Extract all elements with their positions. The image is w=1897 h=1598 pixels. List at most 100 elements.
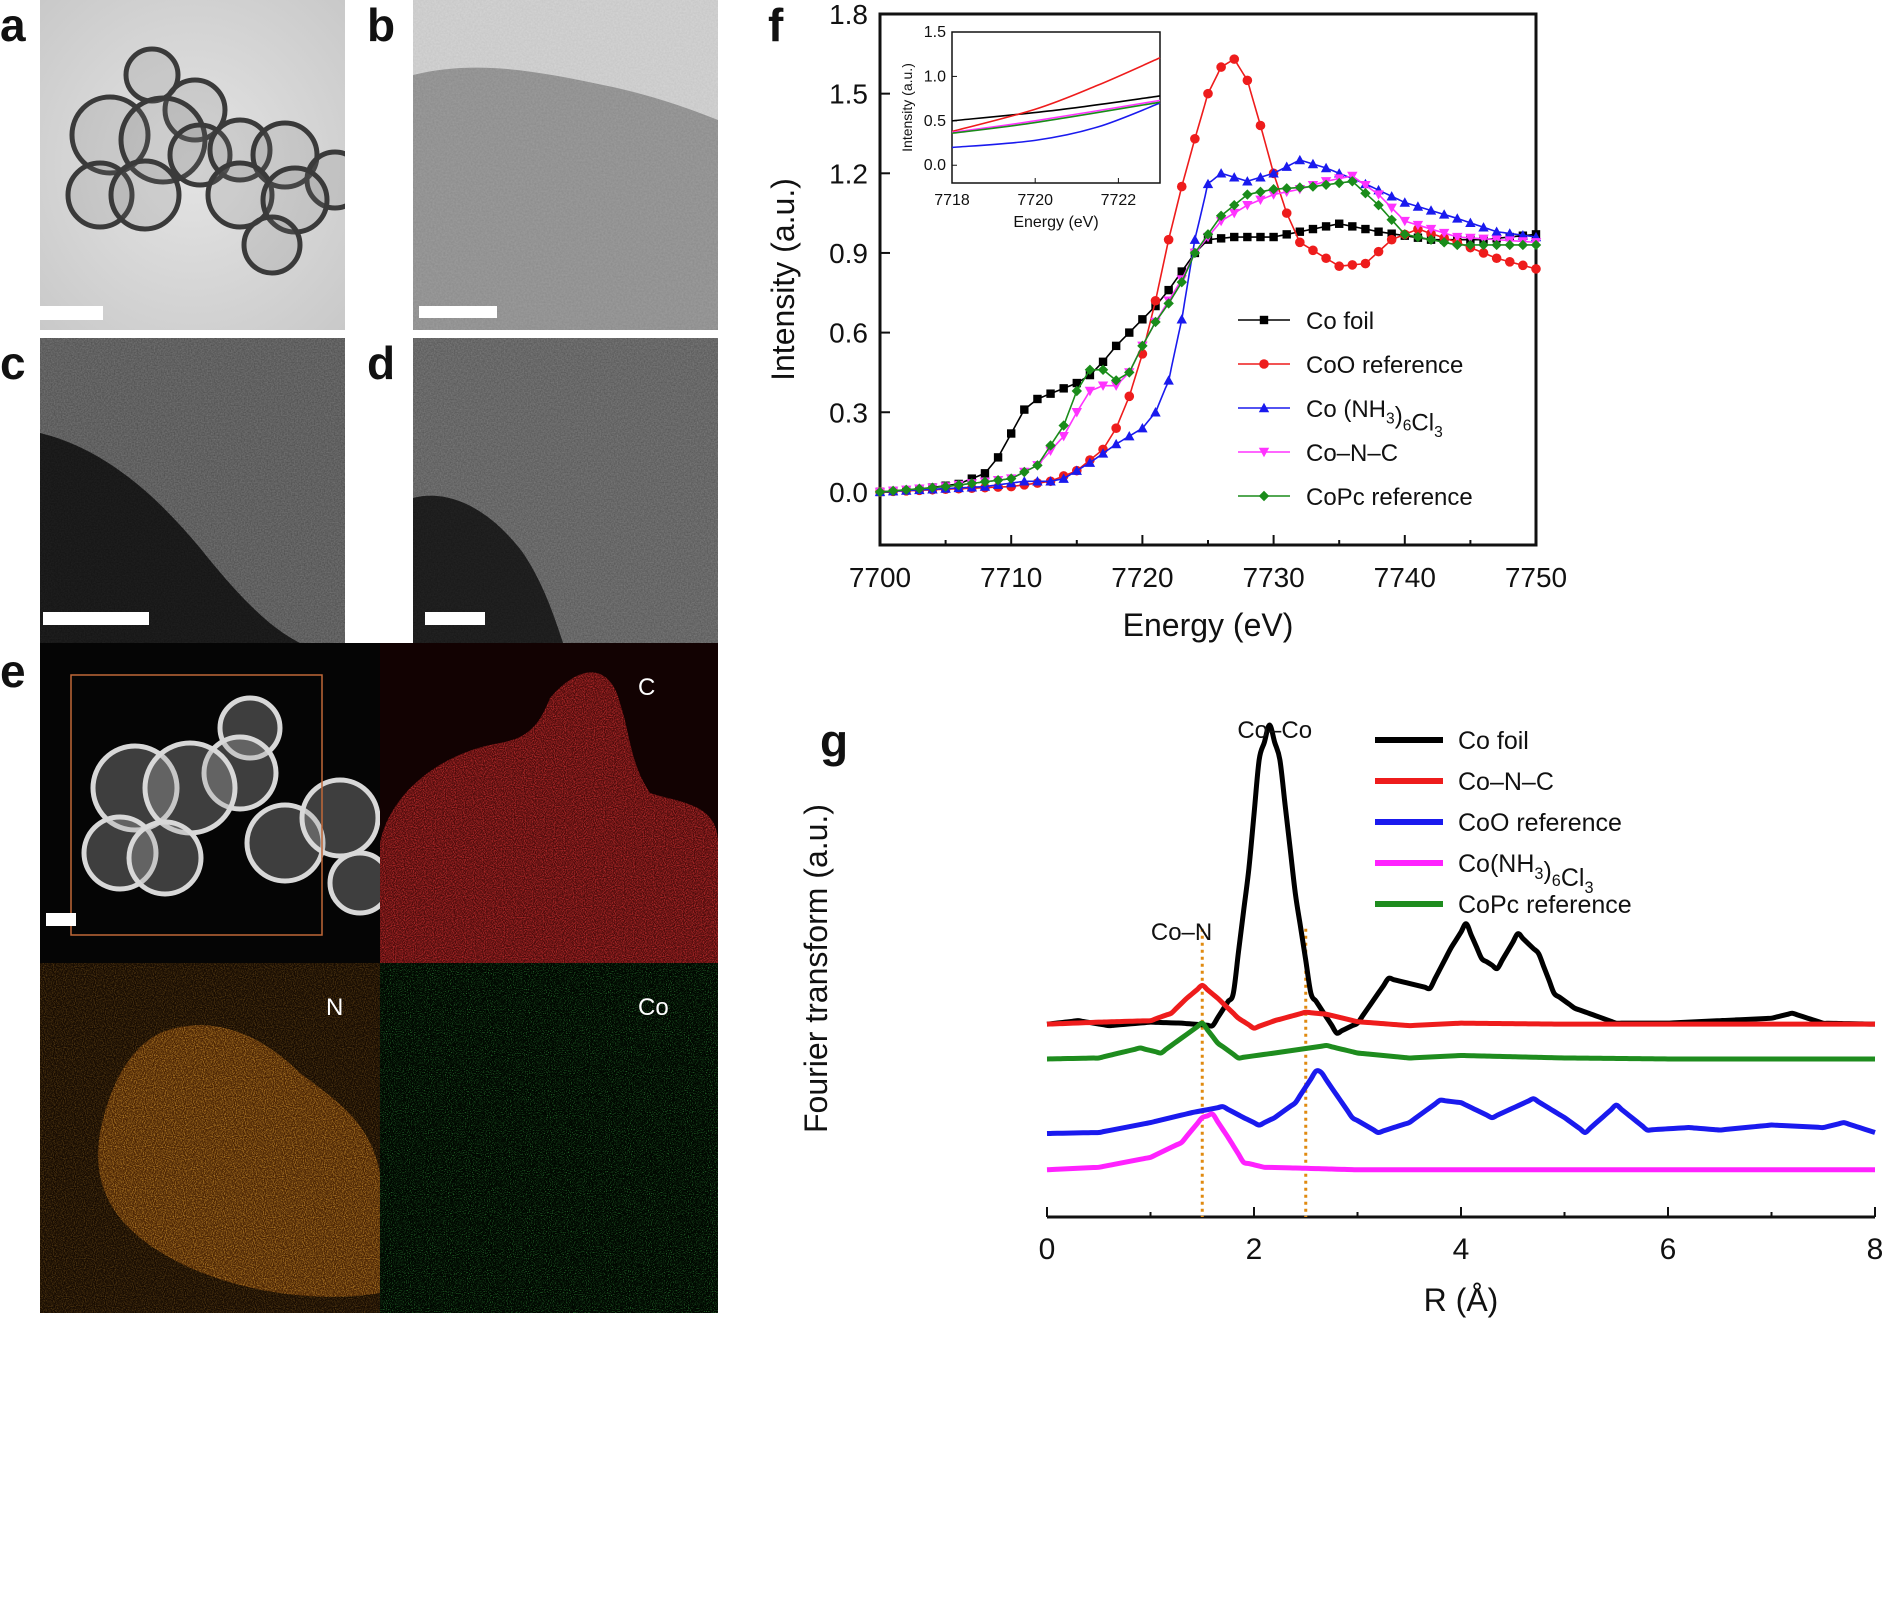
x-tick-label: 7730 xyxy=(1242,562,1304,593)
x-axis-label: Energy (eV) xyxy=(1123,607,1294,643)
eds-map-cobalt-art: Co xyxy=(380,963,718,1313)
annotation-co-co: Co–Co xyxy=(1237,717,1312,744)
data-point xyxy=(1176,276,1187,288)
data-point xyxy=(1124,367,1135,378)
data-point xyxy=(1177,267,1186,276)
data-point xyxy=(1202,229,1214,240)
eds-map-nitrogen: N xyxy=(40,963,380,1313)
data-point xyxy=(1361,224,1370,234)
data-point xyxy=(1452,239,1463,251)
eds-haadf-image xyxy=(40,643,380,963)
data-point xyxy=(1163,234,1174,245)
data-point xyxy=(1150,316,1161,328)
data-point xyxy=(1517,230,1529,240)
data-point xyxy=(1504,239,1515,251)
data-point xyxy=(1072,378,1081,388)
data-point xyxy=(980,469,990,478)
data-point xyxy=(993,453,1003,462)
data-point xyxy=(1386,191,1397,201)
legend-label: CoPc reference xyxy=(1458,891,1632,919)
data-point xyxy=(1242,75,1253,86)
data-point xyxy=(1007,429,1016,438)
y-axis-label: Fourier transform (a.u.) xyxy=(800,804,834,1133)
y-axis-label: Intensity (a.u.) xyxy=(765,178,801,381)
hrtem-image-b xyxy=(413,0,718,330)
data-point xyxy=(1517,239,1529,251)
eds-map-nitrogen-art: N xyxy=(40,963,380,1313)
data-point xyxy=(1360,181,1371,191)
data-point xyxy=(1229,208,1240,219)
haadf-image-d xyxy=(413,338,718,643)
x-tick-label: 2 xyxy=(1246,1233,1263,1266)
data-point xyxy=(1151,301,1160,311)
data-point xyxy=(1071,465,1082,475)
inset-y-label: Intensity (a.u.) xyxy=(899,63,915,152)
data-point xyxy=(1032,476,1043,486)
data-point xyxy=(1098,357,1108,367)
data-point xyxy=(1176,181,1187,192)
data-point xyxy=(1176,314,1187,324)
data-point xyxy=(1321,253,1331,264)
data-point xyxy=(1334,261,1344,272)
data-point xyxy=(1530,239,1542,251)
inset-x-tick-label: 7718 xyxy=(934,192,970,209)
exafs-chart: 0 2 4 6 8 R (Å) Fourier transform (a.u.) Co–Co C… xyxy=(800,717,1884,1318)
data-point xyxy=(1269,232,1278,242)
data-point xyxy=(1097,448,1109,458)
data-point xyxy=(1321,222,1331,231)
y-tick-label: 0.9 xyxy=(829,238,868,269)
data-point xyxy=(1465,239,1476,251)
data-point xyxy=(1216,234,1226,243)
legend-label: CoO reference xyxy=(1306,352,1463,379)
data-point xyxy=(1124,430,1135,441)
y-tick-label: 1.5 xyxy=(829,79,868,110)
x-tick-label: 7710 xyxy=(980,562,1042,593)
inset-series-line xyxy=(951,102,1161,149)
panel-label-d: d xyxy=(367,337,396,389)
inset-x-tick-label: 7720 xyxy=(1017,192,1053,209)
series-line-3 xyxy=(1046,1111,1875,1173)
data-point xyxy=(1399,216,1410,227)
data-point xyxy=(1020,405,1029,414)
data-point xyxy=(1386,234,1397,245)
legend-marker xyxy=(1258,490,1270,502)
data-point xyxy=(1256,232,1265,242)
x-tick-label: 8 xyxy=(1867,1233,1884,1266)
inset-y-tick-label: 0.5 xyxy=(924,113,946,130)
inset-x-tick-label: 7722 xyxy=(1101,192,1137,209)
data-point xyxy=(1085,370,1095,380)
data-point xyxy=(1399,229,1410,240)
data-point xyxy=(1150,295,1161,306)
tem-image-a xyxy=(40,0,345,330)
data-point xyxy=(1242,200,1253,211)
data-point xyxy=(1137,340,1148,352)
legend-label: Co foil xyxy=(1306,308,1374,335)
data-point xyxy=(1281,208,1292,218)
data-point xyxy=(1163,375,1174,385)
panel-label-c: c xyxy=(0,337,26,389)
haadf-image-d-art xyxy=(413,338,718,643)
data-point xyxy=(887,485,899,497)
legend-label: Co foil xyxy=(1458,727,1529,755)
data-point xyxy=(1518,260,1528,271)
data-point xyxy=(1452,213,1463,223)
data-point xyxy=(1347,260,1358,270)
data-point xyxy=(1412,201,1424,211)
data-point xyxy=(874,486,886,498)
data-point xyxy=(1348,222,1357,231)
legend-marker xyxy=(1258,402,1270,413)
data-point xyxy=(1033,394,1042,404)
data-point xyxy=(1229,172,1240,182)
series-line xyxy=(879,180,1536,493)
x-tick-label: 7740 xyxy=(1374,562,1436,593)
data-point xyxy=(1295,227,1305,236)
inset-chart: 7718 7720 7722 0.0 0.5 1.0 1.5 Energy (eV) Inten… xyxy=(899,24,1161,231)
data-point xyxy=(1163,298,1174,309)
data-point xyxy=(1491,226,1502,236)
eds-map-carbon-art: C xyxy=(380,643,718,963)
data-point xyxy=(1373,190,1384,200)
data-point xyxy=(1412,220,1424,231)
data-point xyxy=(1504,228,1515,238)
data-point xyxy=(1215,210,1227,221)
